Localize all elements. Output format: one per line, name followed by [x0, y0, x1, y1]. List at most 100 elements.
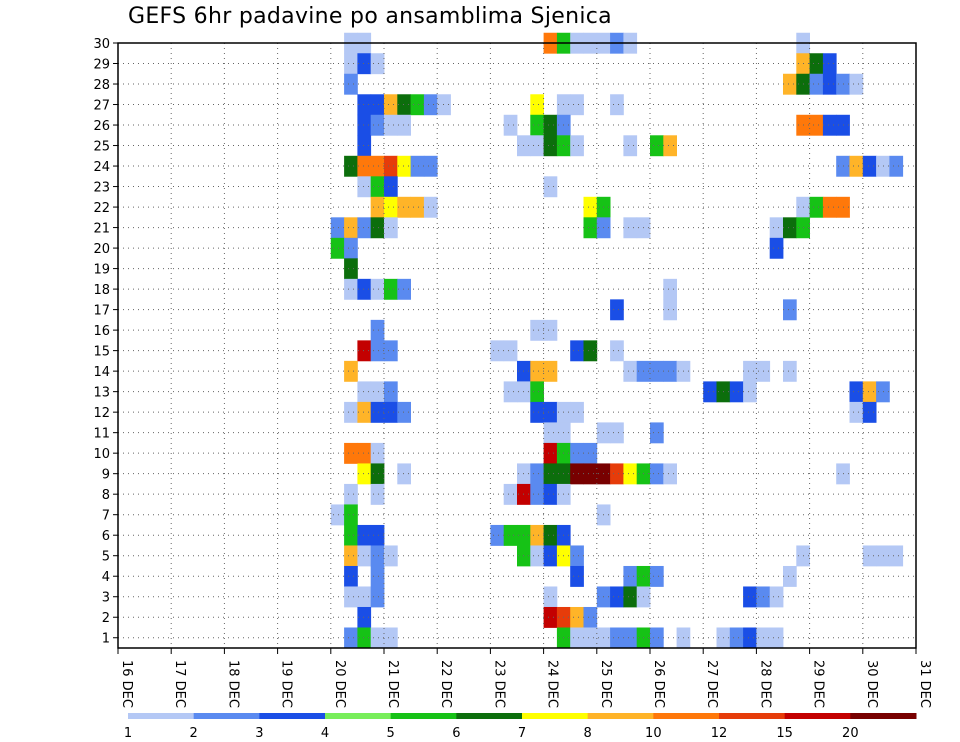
heatmap-cell — [384, 155, 398, 177]
colorbar-label: 6 — [452, 726, 460, 741]
heatmap-cell — [743, 381, 757, 403]
heatmap-cell — [583, 442, 598, 464]
heatmap-cell — [397, 401, 411, 423]
colorbar-label: 2 — [190, 726, 198, 741]
y-tick-label: 10 — [93, 447, 110, 462]
heatmap-cell — [809, 53, 824, 75]
heatmap-cell — [530, 524, 544, 546]
x-tick-label: 16 DEC — [119, 660, 134, 708]
heatmap-cell — [530, 463, 544, 485]
y-tick-label: 13 — [93, 386, 110, 401]
heatmap-cell — [344, 565, 358, 587]
heatmap-cell — [370, 401, 385, 423]
heatmap-cell — [344, 278, 358, 300]
y-tick-label: 5 — [102, 550, 110, 565]
heatmap-cell — [410, 155, 425, 177]
x-tick-label: 21 DEC — [385, 660, 400, 708]
heatmap-cell — [570, 442, 584, 464]
heatmap-cell — [623, 217, 638, 239]
heatmap-cell — [610, 340, 624, 362]
heatmap-cell — [344, 401, 358, 423]
heatmap-cell — [663, 299, 677, 321]
heatmap-cell — [397, 463, 411, 485]
x-tick-label: 29 DEC — [811, 660, 826, 708]
x-tick-label: 19 DEC — [279, 660, 294, 708]
heatmap-cell — [543, 524, 558, 546]
heatmap-cell — [357, 155, 372, 177]
heatmap-cell — [570, 94, 584, 116]
heatmap-cell — [570, 627, 584, 649]
heatmap-cell — [384, 196, 398, 218]
colorbar-label: 4 — [321, 726, 329, 741]
heatmap-cell — [344, 442, 358, 464]
heatmap-cell — [570, 565, 584, 587]
heatmap-cell — [357, 217, 372, 239]
colorbar-swatch — [587, 713, 654, 719]
heatmap-cell — [623, 360, 638, 382]
heatmap-cell — [397, 278, 411, 300]
heatmap-cell — [822, 73, 837, 95]
colorbar: 1 2 3 4 5 6 7 8 10 12 15 20 — [124, 713, 917, 741]
heatmap-cell — [330, 217, 345, 239]
y-tick-label: 9 — [102, 468, 110, 483]
colorbar-label: 7 — [518, 726, 526, 741]
heatmap-cell — [769, 627, 784, 649]
heatmap-cell — [410, 196, 425, 218]
heatmap-cell — [783, 299, 797, 321]
heatmap-cell — [530, 401, 544, 423]
heatmap-cell — [543, 545, 558, 567]
heatmap-cell — [783, 73, 797, 95]
heatmap-cell — [623, 565, 638, 587]
heatmap-cell — [370, 217, 385, 239]
heatmap-cell — [583, 463, 598, 485]
heatmap-cell — [543, 586, 558, 608]
heatmap-cell — [370, 463, 385, 485]
heatmap-cell — [370, 524, 385, 546]
y-tick-label: 6 — [102, 529, 110, 544]
heatmap-cell — [357, 606, 372, 628]
heatmap-cell — [650, 360, 664, 382]
y-tick-label: 14 — [93, 365, 110, 380]
heatmap-cell — [650, 463, 664, 485]
heatmap-cell — [623, 627, 638, 649]
heatmap-cell — [543, 606, 558, 628]
heatmap-cell — [357, 176, 372, 198]
heatmap-cell — [783, 565, 797, 587]
heatmap-cell — [370, 196, 385, 218]
heatmap-cell — [570, 340, 584, 362]
heatmap-cell — [822, 114, 837, 136]
heatmap-cell — [357, 401, 372, 423]
heatmap-cell — [397, 196, 411, 218]
heatmap-cell — [370, 340, 385, 362]
y-tick-label: 3 — [102, 591, 110, 606]
heatmap-cell — [570, 401, 584, 423]
y-tick-label: 22 — [93, 201, 110, 216]
heatmap-cell — [703, 381, 717, 403]
y-tick-label: 11 — [93, 427, 110, 442]
heatmap-cell — [370, 176, 385, 198]
heatmap-cell — [384, 217, 398, 239]
heatmap-cell — [809, 73, 824, 95]
heatmap-cell — [357, 114, 372, 136]
heatmap-cell — [384, 545, 398, 567]
heatmap-cell — [583, 606, 598, 628]
heatmap-cell — [530, 483, 544, 505]
heatmap-cell — [503, 381, 518, 403]
colorbar-label: 10 — [645, 726, 662, 741]
colorbar-swatch — [390, 713, 457, 719]
heatmap-cell — [370, 483, 385, 505]
heatmap-cell — [503, 524, 518, 546]
x-tick-label: 25 DEC — [598, 660, 613, 708]
heatmap-cell — [330, 504, 345, 526]
colorbar-swatch — [653, 713, 720, 719]
y-tick-label: 4 — [102, 570, 110, 585]
colorbar-label: 15 — [776, 726, 793, 741]
heatmap-cell — [370, 586, 385, 608]
heatmap-cell — [862, 401, 877, 423]
heatmap-cell — [530, 135, 544, 157]
x-tick-label: 18 DEC — [225, 660, 240, 708]
heatmap-cell — [543, 114, 558, 136]
axes: 1234567891011121314151617181920212223242… — [93, 37, 932, 708]
heatmap-cell — [344, 524, 358, 546]
y-tick-label: 15 — [93, 345, 110, 360]
